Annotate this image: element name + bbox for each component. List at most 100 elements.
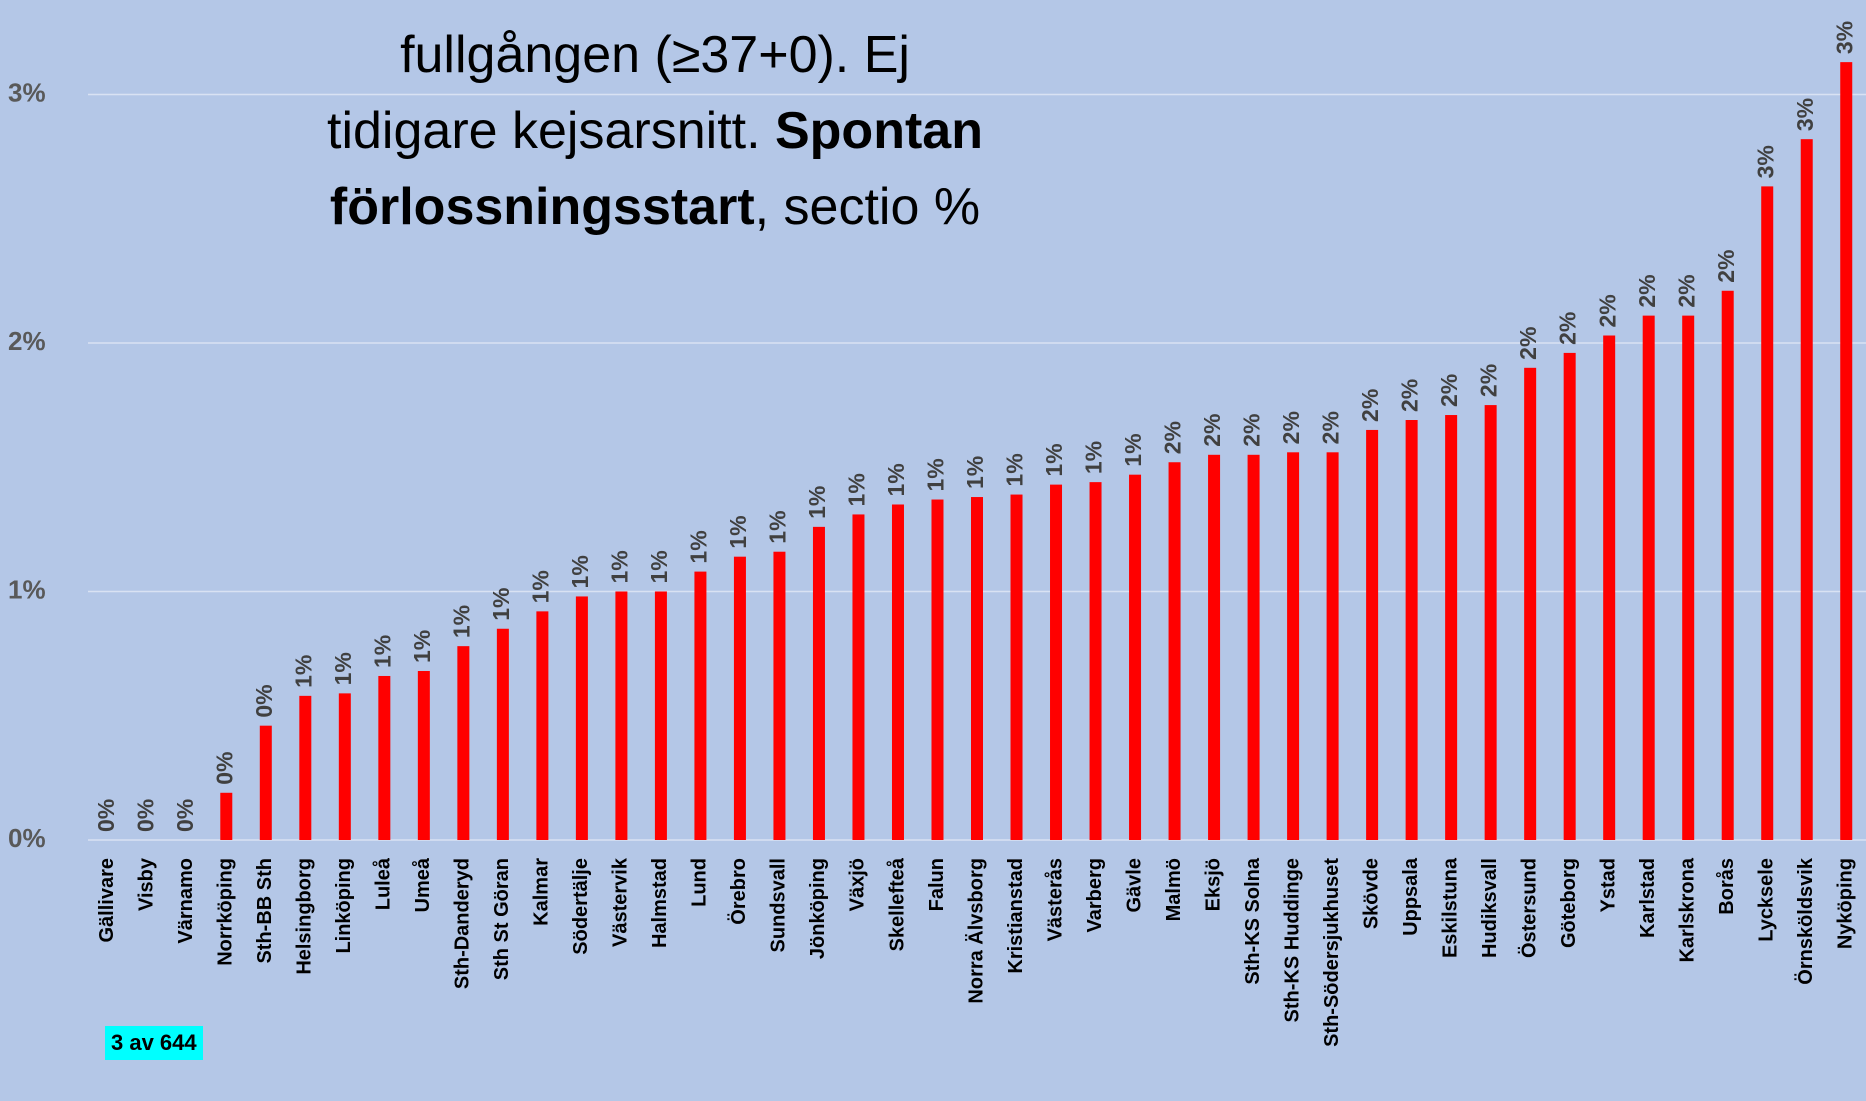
title-segment: tidigare kejsarsnitt. [327,102,775,160]
data-label: 1% [448,605,474,638]
data-label: 2% [1160,421,1186,454]
x-tick-label: Sth-KS Huddinge [1281,858,1303,1022]
x-tick-label: Kristianstad [1005,858,1027,974]
data-label: 1% [844,473,870,506]
bar [457,646,470,840]
x-tick-label: Borås [1715,858,1738,915]
data-label: 2% [1515,327,1541,360]
x-tick-label: Södertälje [570,858,592,955]
x-tick-label: Jönköping [807,858,829,959]
x-tick-label: Sth St Göran [491,858,513,980]
x-tick-label: Lycksele [1756,858,1778,942]
x-tick-label: Uppsala [1400,857,1422,936]
x-tick-label: Karlskrona [1676,857,1698,962]
bar [1129,474,1142,840]
data-label: 0% [251,684,277,717]
x-tick-label: Skövde [1360,858,1382,929]
data-label: 0% [172,799,198,832]
bar [694,571,707,840]
bar [496,628,509,840]
data-label: 0% [93,799,119,832]
x-tick-label: Växjö [847,858,869,911]
bar [575,596,588,840]
data-label: 3% [1752,145,1778,178]
bar [1405,420,1418,840]
bar [654,591,667,840]
bar [1524,367,1537,840]
x-tick-label: Ystad [1597,858,1619,912]
x-tick-label: Västerås [1043,858,1066,941]
x-tick-label: Norra Älvsborg [964,858,987,1004]
bar [1287,452,1300,840]
data-label: 1% [290,655,316,688]
data-label: 1% [1041,443,1067,476]
x-tick-label: Örebro [727,858,750,925]
x-tick-label: Falun [926,858,948,911]
data-label: 1% [765,510,791,543]
title-line: förlossningsstart, sectio % [250,169,1060,245]
x-tick-label: Luleå [372,857,395,910]
data-label: 1% [1120,433,1146,466]
title-segment: förlossningsstart [329,178,755,236]
x-tick-label: Lund [689,858,711,907]
data-label: 2% [1239,414,1265,447]
data-label: 1% [369,635,395,668]
data-label: 1% [804,486,830,519]
bar [417,671,430,840]
bar [773,551,786,840]
data-label: 2% [1318,411,1344,444]
bar [536,611,549,840]
data-label: 0% [132,799,158,832]
title-line: fullgången (≥37+0). Ej [250,17,1060,93]
x-tick-label: Skellefteå [885,857,908,951]
title-line: tidigare kejsarsnitt. Spontan [250,93,1060,169]
x-tick-label: Sth-KS Solna [1242,857,1264,985]
data-label: 2% [1357,389,1383,422]
bar [852,514,865,840]
data-label: 0% [211,752,237,785]
x-tick-label: Hudiksvall [1479,858,1501,958]
data-label: 2% [1634,274,1660,307]
bar [1800,139,1813,840]
x-tick-label: Sth-Danderyd [452,858,474,989]
data-label: 1% [1081,441,1107,474]
bar [1721,290,1734,840]
x-tick-label: Karlstad [1637,858,1659,938]
x-tick-label: Malmö [1163,858,1185,921]
data-label: 2% [1555,312,1581,345]
x-tick-label: Örnsköldsvik [1794,857,1817,985]
bar [1050,484,1063,840]
x-tick-label: Linköping [333,858,355,954]
data-label: 2% [1397,379,1423,412]
title-segment: Spontan [774,102,983,160]
bar [891,504,904,840]
data-label: 1% [330,652,356,685]
y-tick-label: 0% [8,823,46,853]
bar [812,526,825,840]
x-tick-label: Umeå [411,857,434,912]
data-label: 2% [1713,250,1739,283]
bar [1840,62,1853,840]
x-tick-label: Västervik [610,857,632,947]
bar [1010,494,1023,840]
x-tick-label: Sth-Södersjukhuset [1321,858,1343,1047]
data-label: 2% [1476,364,1502,397]
data-label: 1% [962,456,988,489]
page-badge: 3 av 644 [105,1026,203,1060]
x-tick-label: Gällivare [96,858,118,943]
bar [259,725,272,840]
bar [733,556,746,840]
bar [971,497,983,840]
x-tick-label: Gävle [1123,858,1145,912]
bar [1168,462,1181,840]
bar [1445,415,1458,840]
bar [1326,452,1339,840]
x-tick-label: Göteborg [1558,858,1580,948]
x-tick-label: Värnamo [175,858,197,944]
bar [1484,405,1497,840]
title-segment: fullgången (≥37+0). Ej [400,26,910,84]
bar [1682,315,1695,840]
bar [1247,454,1260,840]
chart-title: fullgången (≥37+0). Ej tidigare kejsarsni… [250,17,1060,245]
x-tick-label: Halmstad [649,858,671,948]
